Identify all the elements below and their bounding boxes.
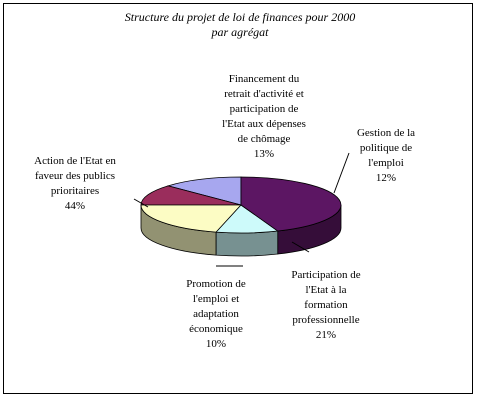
slice-label-line: l'emploi et: [192, 293, 240, 305]
slice-label-line: prioritaires: [50, 185, 100, 197]
slice-percent-label: 10%: [205, 338, 227, 350]
slice-label-line: Action de l'Etat en: [34, 155, 116, 167]
slice-label-line: Gestion de la: [356, 127, 416, 139]
chart-title: Structure du projet de loi de finances p…: [124, 10, 356, 24]
slice-side-4: [215, 230, 279, 257]
slice-label-line: faveur des publics: [34, 170, 116, 182]
pie-slices: [140, 176, 342, 234]
slice-label-line: économique: [189, 323, 243, 335]
slice-label-1: Financement du retrait d'activité et parti…: [199, 72, 329, 162]
slice-label-line: professionnelle: [292, 314, 360, 326]
chart-subtitle: par agrégat: [211, 25, 269, 39]
slice-percent-label: 13%: [253, 148, 275, 160]
slice-label-2: Gestion de la politique de l'emploi 12%: [336, 126, 436, 186]
pie-sides: [140, 204, 342, 257]
leader-line-3: [291, 241, 310, 253]
slice-label-line: Participation de: [291, 269, 361, 281]
slice-5: [240, 176, 342, 232]
slice-3: [140, 204, 242, 233]
slice-label-line: retrait d'activité et: [224, 88, 304, 100]
slice-label-line: participation de: [229, 103, 299, 115]
slice-2: [140, 185, 242, 206]
slice-label-4: Promotion de l'emploi et adaptation économi…: [161, 277, 271, 352]
slice-label-line: Financement du: [228, 73, 300, 85]
slice-label-line: de chômage: [237, 133, 291, 145]
slice-label-line: l'Etat à la: [305, 284, 347, 296]
slice-1: [166, 176, 242, 206]
chart-frame: [3, 3, 473, 394]
slice-percent-label: 12%: [375, 172, 397, 184]
leader-line-2: [333, 152, 350, 194]
leader-line-5: [133, 198, 149, 208]
slice-label-line: l'emploi: [368, 157, 404, 169]
slice-label-line: adaptation: [193, 308, 239, 320]
slice-label-line: formation: [304, 299, 348, 311]
slice-label-5: Action de l'Etat en faveur des publics pri…: [10, 154, 140, 214]
slice-label-3: Participation de l'Etat à la formation prof…: [266, 268, 386, 343]
slice-label-line: Promotion de: [186, 278, 246, 290]
slice-percent-label: 44%: [64, 200, 86, 212]
slice-percent-label: 21%: [315, 329, 337, 341]
slice-label-line: l'Etat aux dépenses: [222, 118, 306, 130]
slice-label-line: politique de: [359, 142, 413, 154]
leader-lines: [133, 152, 350, 267]
